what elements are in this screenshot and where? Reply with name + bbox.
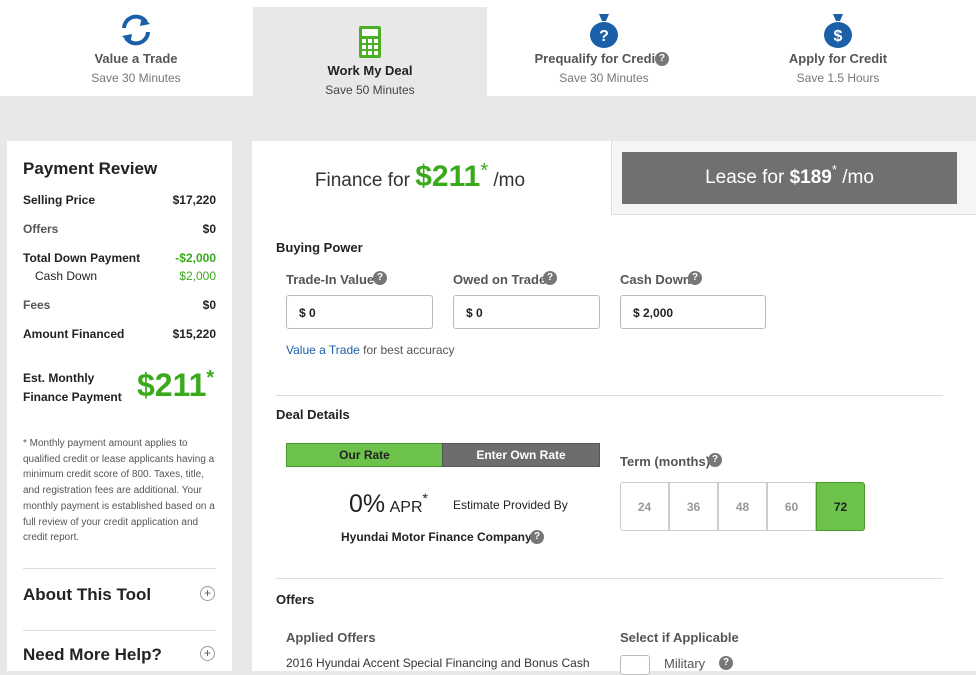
asterisk: * bbox=[480, 160, 489, 182]
row-label: Cash Down bbox=[35, 269, 98, 283]
divider bbox=[23, 630, 216, 631]
section-title: Offers bbox=[276, 592, 315, 607]
field-label: Owed on Trade bbox=[453, 272, 547, 287]
hint-text: for best accuracy bbox=[363, 343, 455, 357]
payment-review-panel bbox=[7, 141, 232, 671]
footnote: * Monthly payment amount applies to qual… bbox=[23, 438, 215, 544]
money-bag-icon: ? bbox=[590, 14, 618, 48]
help-icon[interactable]: ? bbox=[543, 271, 557, 285]
amount: $211 bbox=[137, 367, 207, 403]
svg-text:?: ? bbox=[599, 28, 609, 45]
asterisk: * bbox=[831, 162, 837, 177]
help-icon[interactable]: ? bbox=[655, 52, 669, 66]
field-label: Trade-In Value bbox=[286, 272, 375, 287]
panel-title: Payment Review bbox=[23, 159, 158, 178]
tab-title[interactable]: Prequalify for Credit bbox=[534, 51, 660, 66]
tab-bar bbox=[0, 0, 976, 96]
row-label: Selling Price bbox=[23, 193, 96, 207]
amount: $189 bbox=[789, 167, 832, 188]
tab-subtitle: Save 1.5 Hours bbox=[796, 71, 880, 85]
tab-title[interactable]: Value a Trade bbox=[94, 51, 178, 66]
field-label: Cash Down bbox=[620, 272, 691, 287]
rate-value: 0% bbox=[349, 490, 386, 518]
expand-icon[interactable]: + bbox=[200, 586, 215, 601]
row-label: Fees bbox=[23, 298, 51, 312]
asterisk: * bbox=[206, 367, 215, 389]
term-label: Term (months) bbox=[620, 454, 711, 469]
row-label: Offers bbox=[23, 222, 59, 236]
amount: $211 bbox=[415, 160, 481, 193]
row-value: $15,220 bbox=[172, 327, 216, 341]
tab-title[interactable]: Apply for Credit bbox=[788, 51, 888, 66]
monthly-value: $211* bbox=[137, 367, 214, 404]
calculator-icon bbox=[359, 26, 381, 58]
money-bag-icon: $ bbox=[824, 14, 852, 48]
checkbox[interactable] bbox=[620, 655, 650, 675]
help-icon[interactable]: ? bbox=[688, 271, 702, 285]
unit: /mo bbox=[842, 167, 874, 188]
svg-text:$: $ bbox=[834, 28, 843, 45]
section-title: Buying Power bbox=[276, 240, 363, 255]
monthly-label: Finance Payment bbox=[23, 390, 122, 404]
finance-tab[interactable]: Finance for $211* /mo bbox=[252, 160, 588, 194]
divider bbox=[276, 395, 943, 396]
label: Lease for bbox=[705, 167, 785, 188]
term-option[interactable]: 24 bbox=[620, 482, 669, 531]
refresh-icon bbox=[122, 14, 150, 46]
monthly-label: Est. Monthly bbox=[23, 371, 95, 385]
term-option[interactable]: 60 bbox=[767, 482, 816, 531]
tab-subtitle: Save 30 Minutes bbox=[91, 71, 181, 85]
row-label: Amount Financed bbox=[23, 327, 125, 341]
estimate-label: Estimate Provided By bbox=[453, 498, 568, 512]
term-option[interactable]: 72 bbox=[816, 482, 865, 531]
help-icon[interactable]: ? bbox=[708, 453, 722, 467]
section-toggle[interactable]: Need More Help? bbox=[23, 645, 162, 664]
unit: /mo bbox=[493, 170, 526, 191]
term-option[interactable]: 48 bbox=[718, 482, 767, 531]
row-value: $0 bbox=[202, 298, 216, 312]
tab-title[interactable]: Work My Deal bbox=[327, 63, 413, 78]
divider bbox=[23, 568, 216, 569]
lease-tab[interactable]: Lease for $189* /mo bbox=[622, 152, 957, 204]
expand-icon[interactable]: + bbox=[200, 646, 215, 661]
apr: APR bbox=[389, 499, 423, 516]
link[interactable]: Value a Trade bbox=[286, 343, 360, 357]
help-icon[interactable]: ? bbox=[719, 656, 733, 670]
help-icon[interactable]: ? bbox=[530, 530, 544, 544]
label: Finance for bbox=[314, 170, 410, 191]
row-value: $2,000 bbox=[179, 269, 216, 283]
column-label: Select if Applicable bbox=[620, 630, 739, 645]
term-option[interactable]: 36 bbox=[669, 482, 718, 531]
section-title: Deal Details bbox=[276, 407, 350, 422]
section-toggle[interactable]: About This Tool bbox=[23, 585, 152, 604]
offer: 2016 Hyundai Accent Special Financing an… bbox=[286, 656, 590, 670]
row-value: -$2,000 bbox=[175, 251, 216, 265]
text-input[interactable]: $ 2,000 bbox=[620, 295, 766, 329]
row-label: Total Down Payment bbox=[23, 251, 141, 265]
checkbox-label: Military bbox=[664, 656, 706, 671]
text-input[interactable]: $ 0 bbox=[286, 295, 433, 329]
divider bbox=[276, 578, 943, 579]
row-value: $0 bbox=[202, 222, 216, 236]
hint: Value a Trade for best accuracy bbox=[286, 343, 455, 357]
lender: Hyundai Motor Finance Company bbox=[341, 530, 532, 544]
tab-subtitle: Save 50 Minutes bbox=[325, 83, 415, 97]
rate: 0% APR* bbox=[349, 490, 428, 519]
rate-button[interactable]: Enter Own Rate bbox=[442, 443, 600, 467]
row-value: $17,220 bbox=[172, 193, 216, 207]
asterisk: * bbox=[422, 490, 428, 506]
rate-button[interactable]: Our Rate bbox=[286, 443, 443, 467]
column-label: Applied Offers bbox=[286, 630, 376, 645]
tab-subtitle: Save 30 Minutes bbox=[559, 71, 649, 85]
help-icon[interactable]: ? bbox=[373, 271, 387, 285]
text-input[interactable]: $ 0 bbox=[453, 295, 600, 329]
deal-panel bbox=[252, 141, 976, 671]
